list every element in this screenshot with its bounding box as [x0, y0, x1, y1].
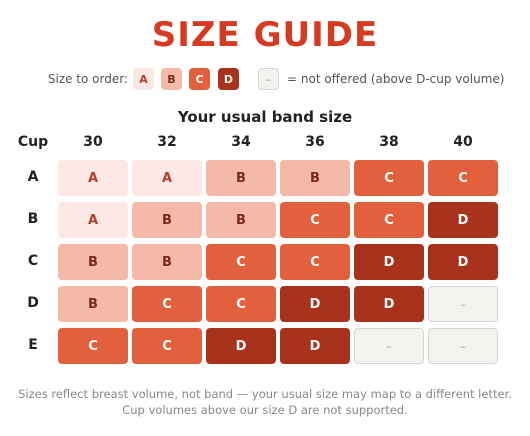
corner-label: Cup [17, 134, 49, 150]
size-cell: B [206, 202, 276, 238]
legend-na-label: = not offered (above D-cup volume) [287, 72, 505, 86]
size-cell: B [58, 244, 128, 280]
size-cell: D [428, 244, 498, 280]
grid-heading: Your usual band size [177, 108, 353, 126]
cup-label: A [27, 169, 39, 185]
size-cell: A [58, 202, 128, 238]
legend-chip: C [189, 68, 210, 90]
size-cell: C [428, 160, 498, 196]
band-size: 36 [305, 134, 325, 150]
size-cell: B [132, 244, 202, 280]
legend-chip: D [218, 68, 239, 90]
cup-label: D [27, 295, 39, 311]
size-cell: C [206, 244, 276, 280]
size-cell: D [280, 286, 350, 322]
size-cell: – [354, 328, 424, 364]
footer-line: Cup volumes above our size D are not sup… [122, 403, 408, 417]
band-size: 38 [379, 134, 399, 150]
size-cell: C [132, 286, 202, 322]
band-size: 32 [157, 134, 177, 150]
size-cell: B [206, 160, 276, 196]
legend-label: Size to order: [47, 72, 128, 86]
band-size: 34 [231, 134, 251, 150]
cup-label: C [27, 253, 39, 269]
legend-chip: B [161, 68, 182, 90]
size-cell: C [354, 160, 424, 196]
size-cell: D [354, 286, 424, 322]
size-cell: D [354, 244, 424, 280]
legend-chip: A [133, 68, 154, 90]
legend-na-chip: – [258, 68, 279, 90]
cup-label: B [27, 211, 39, 227]
size-cell: D [206, 328, 276, 364]
band-size: 40 [453, 134, 473, 150]
size-cell: C [280, 244, 350, 280]
title: SIZE GUIDE [151, 15, 379, 55]
band-size: 30 [83, 134, 103, 150]
size-cell: C [280, 202, 350, 238]
size-cell: – [428, 286, 498, 322]
size-cell: – [428, 328, 498, 364]
size-cell: C [354, 202, 424, 238]
size-cell: D [428, 202, 498, 238]
footer-line: Sizes reflect breast volume, not band — … [18, 387, 512, 401]
size-cell: D [280, 328, 350, 364]
size-cell: A [58, 160, 128, 196]
size-cell: B [280, 160, 350, 196]
size-cell: B [132, 202, 202, 238]
cup-label: E [28, 337, 38, 353]
size-cell: A [132, 160, 202, 196]
size-cell: B [58, 286, 128, 322]
size-cell: C [206, 286, 276, 322]
size-cell: C [58, 328, 128, 364]
size-cell: C [132, 328, 202, 364]
